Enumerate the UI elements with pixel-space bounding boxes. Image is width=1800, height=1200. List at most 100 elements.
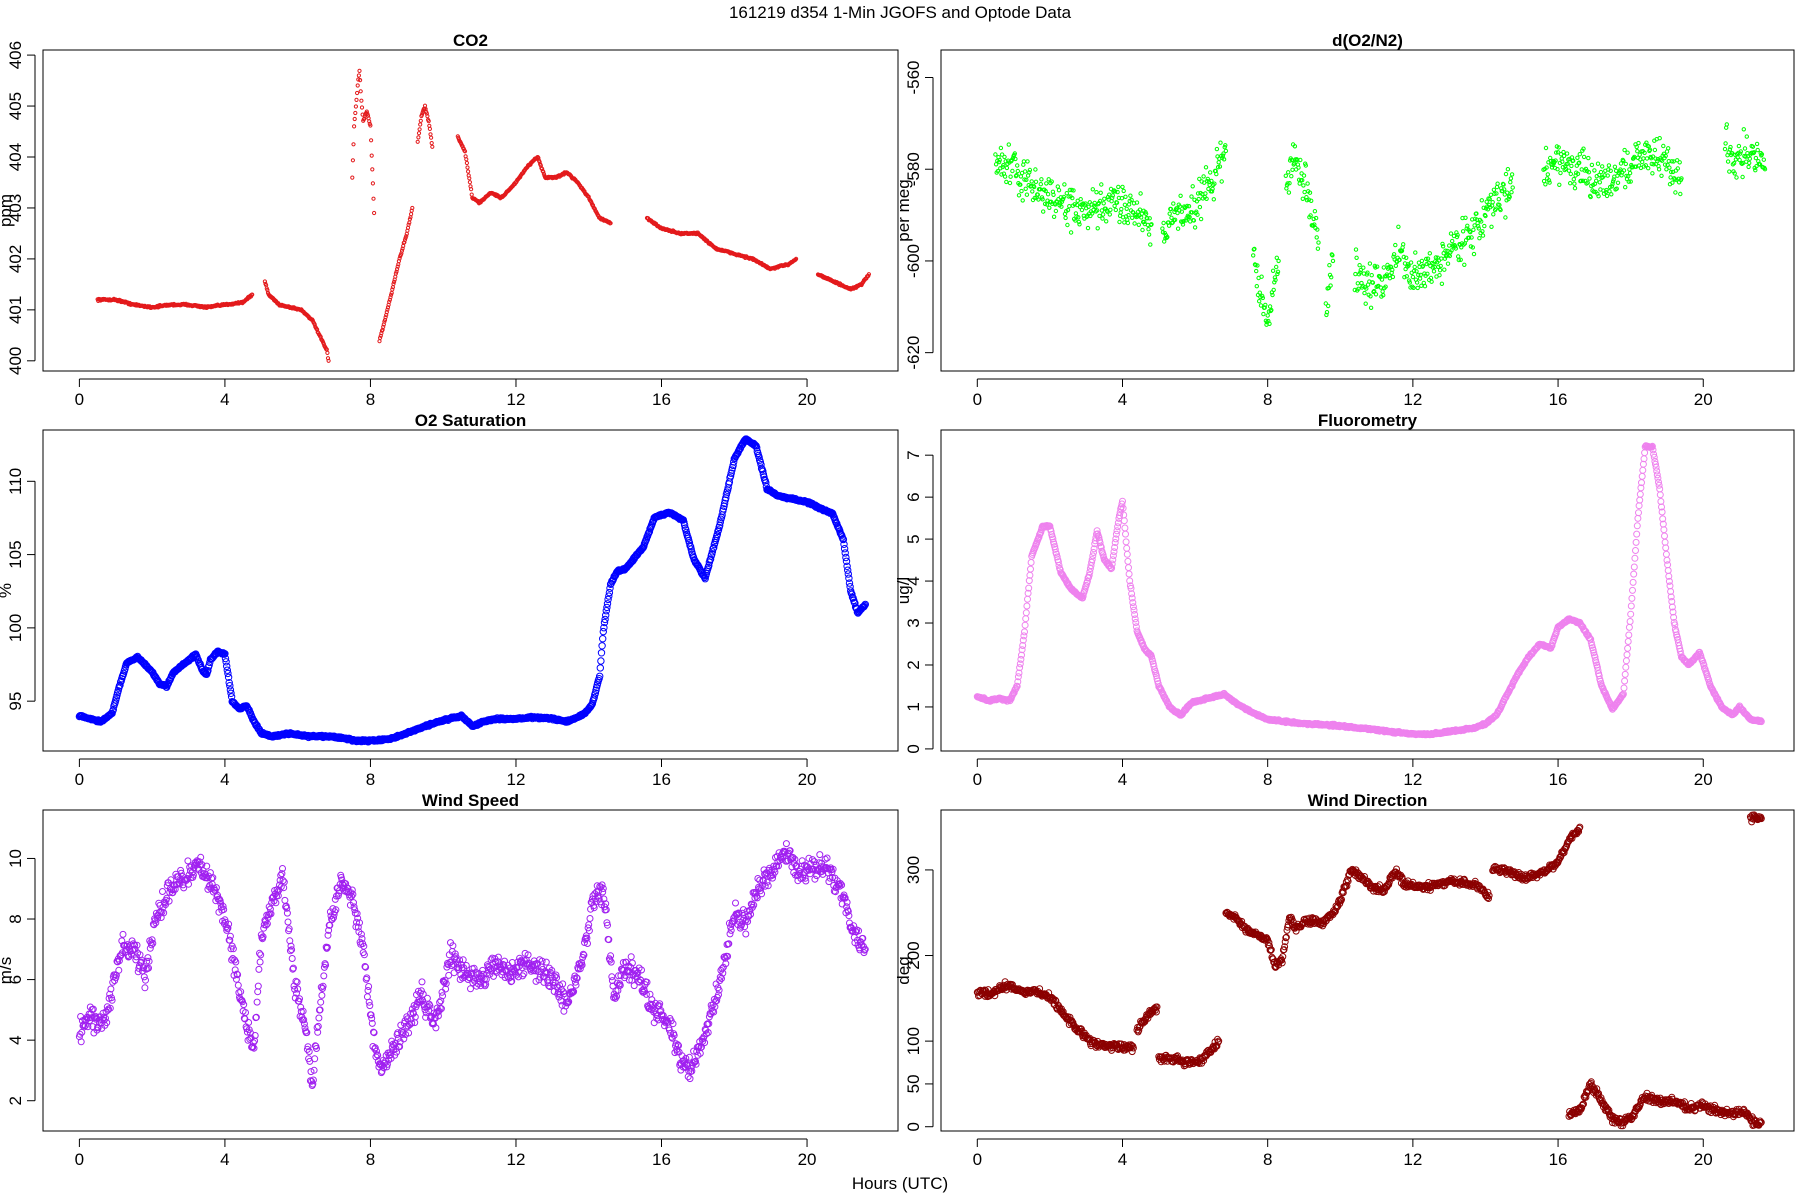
do2n2-data-point bbox=[1128, 193, 1133, 198]
do2n2-data-point bbox=[1750, 144, 1756, 149]
do2n2-data-point bbox=[1203, 165, 1209, 170]
do2n2-data-point bbox=[1097, 198, 1103, 204]
do2n2-data-point bbox=[1273, 277, 1278, 283]
do2n2-data-point bbox=[1431, 269, 1437, 274]
co2-data-point bbox=[467, 176, 472, 181]
do2n2-data-point bbox=[1257, 299, 1262, 304]
do2n2-data-point bbox=[1413, 250, 1418, 255]
do2n2-data-point bbox=[1581, 154, 1587, 160]
do2n2-data-point bbox=[1609, 192, 1614, 197]
o2sat-x-tick-label: 20 bbox=[798, 770, 817, 789]
do2n2-data-point bbox=[1114, 200, 1120, 205]
do2n2-data-point bbox=[1744, 134, 1750, 139]
do2n2-data-point bbox=[1078, 197, 1083, 202]
do2n2-data-point bbox=[1262, 305, 1267, 310]
co2-data-point bbox=[416, 131, 422, 136]
do2n2-data-point bbox=[1311, 216, 1316, 222]
do2n2-data-point bbox=[1140, 227, 1145, 233]
do2n2-data-point bbox=[1315, 227, 1320, 232]
do2n2-data-point bbox=[1190, 184, 1195, 189]
do2n2-data-point bbox=[1496, 197, 1502, 202]
do2n2-data-point bbox=[1364, 286, 1369, 291]
do2n2-data-point bbox=[1618, 161, 1624, 166]
do2n2-data-point bbox=[1145, 216, 1150, 221]
do2n2-data-point bbox=[1487, 196, 1492, 202]
do2n2-data-point bbox=[1575, 155, 1580, 161]
do2n2-data-point bbox=[1557, 182, 1562, 188]
do2n2-data-point bbox=[1728, 144, 1733, 150]
do2n2-data-point bbox=[1076, 219, 1082, 225]
do2n2-data-point bbox=[1069, 187, 1074, 193]
do2n2-data-point bbox=[1328, 283, 1333, 288]
do2n2-data-point bbox=[1727, 147, 1733, 152]
do2n2-data-point bbox=[1635, 149, 1640, 154]
do2n2-data-point bbox=[1623, 185, 1628, 190]
co2-data-point bbox=[359, 105, 365, 110]
do2n2-data-point bbox=[1370, 280, 1376, 285]
do2n2-data-point bbox=[1491, 187, 1497, 193]
do2n2-data-point bbox=[1466, 235, 1472, 240]
do2n2-data-point bbox=[1116, 184, 1121, 190]
do2n2-data-point bbox=[1560, 159, 1565, 164]
co2-data-point bbox=[379, 331, 384, 336]
do2n2-data-point bbox=[1019, 188, 1024, 194]
do2n2-data-point bbox=[1022, 169, 1028, 174]
do2n2-data-point bbox=[1274, 264, 1279, 270]
do2n2-data-point bbox=[1724, 122, 1730, 127]
fluor-y-tick-label: 1 bbox=[904, 702, 923, 711]
co2-data-point bbox=[372, 210, 377, 216]
do2n2-data-point bbox=[1753, 155, 1759, 161]
do2n2-data-point bbox=[1622, 147, 1627, 153]
o2sat-x-axis: 0 4 8 12 16 20 bbox=[75, 758, 817, 789]
co2-y-tick-label: 402 bbox=[6, 245, 25, 273]
co2-data-point bbox=[416, 135, 421, 140]
do2n2-x-tick-label: 20 bbox=[1694, 390, 1713, 409]
fluor-x-tick-label: 4 bbox=[1118, 770, 1127, 789]
do2n2-data-point bbox=[1566, 168, 1572, 173]
do2n2-data-point bbox=[1354, 255, 1359, 260]
do2n2-data-point bbox=[1275, 269, 1281, 274]
do2n2-data-point bbox=[1480, 229, 1485, 234]
co2-data-point bbox=[359, 98, 364, 103]
do2n2-data-point bbox=[1492, 191, 1497, 197]
do2n2-data-point bbox=[1119, 206, 1124, 212]
do2n2-data-point bbox=[1485, 207, 1491, 212]
co2-data-point bbox=[430, 144, 435, 149]
do2n2-data-point bbox=[1571, 158, 1576, 163]
do2n2-data-point bbox=[1502, 187, 1507, 192]
do2n2-data-point bbox=[1136, 222, 1142, 228]
do2n2-data-point bbox=[1440, 241, 1445, 247]
do2n2-data-point bbox=[1484, 199, 1489, 205]
do2n2-data-point bbox=[1410, 274, 1416, 280]
co2-data-point bbox=[391, 281, 396, 286]
do2n2-data-point bbox=[1463, 215, 1468, 221]
do2n2-data-point bbox=[1051, 192, 1056, 198]
do2n2-data-point bbox=[1197, 204, 1203, 210]
do2n2-data-point bbox=[1373, 292, 1379, 297]
do2n2-data-point bbox=[1647, 147, 1653, 153]
do2n2-data-point bbox=[1628, 179, 1633, 184]
do2n2-data-point bbox=[1316, 240, 1321, 245]
do2n2-data-point bbox=[1090, 211, 1095, 216]
do2n2-data-point bbox=[995, 168, 1001, 174]
do2n2-data-point bbox=[1655, 159, 1660, 164]
do2n2-data-point bbox=[1071, 188, 1076, 193]
co2-data-point bbox=[353, 110, 358, 116]
do2n2-data-point bbox=[1066, 194, 1071, 199]
do2n2-data-point bbox=[1381, 293, 1386, 298]
do2n2-data-point bbox=[1073, 218, 1078, 223]
do2n2-data-point bbox=[1396, 224, 1401, 230]
do2n2-data-point bbox=[1650, 171, 1655, 176]
do2n2-data-point bbox=[1055, 184, 1061, 189]
do2n2-data-point bbox=[1092, 200, 1097, 206]
do2n2-data-point bbox=[1741, 127, 1747, 132]
do2n2-plot-frame bbox=[940, 49, 1795, 372]
do2n2-data-point bbox=[1275, 271, 1280, 277]
windspeed-title: Wind Speed bbox=[422, 791, 519, 810]
do2n2-data-point bbox=[1107, 212, 1113, 217]
do2n2-data-point bbox=[1585, 180, 1590, 185]
do2n2-data-point bbox=[1414, 280, 1420, 285]
do2n2-data-point bbox=[1503, 215, 1508, 220]
